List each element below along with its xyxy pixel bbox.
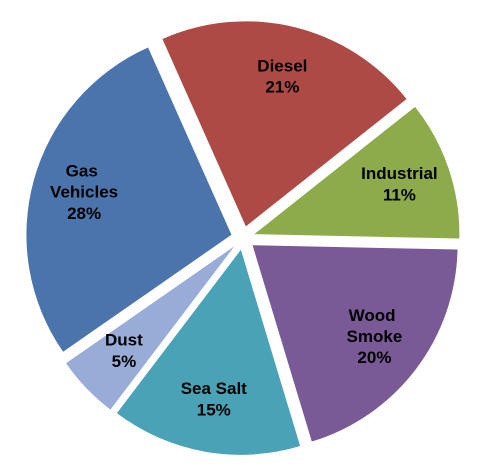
pie-slice: [66, 246, 235, 410]
value-label: 5%: [112, 352, 137, 371]
pie-slice: [162, 21, 407, 227]
value-label: 28%: [67, 204, 101, 223]
label-line: Sea Salt: [181, 379, 247, 398]
value-label: 20%: [357, 348, 391, 367]
label-line: Dust: [105, 331, 143, 350]
pie-slice: [26, 47, 232, 352]
pie-slice: [252, 245, 458, 442]
slice-label: Dust: [105, 331, 143, 350]
value-label: 11%: [383, 185, 416, 204]
slice-label: Sea Salt: [181, 379, 247, 398]
slice-label: Industrial: [361, 164, 438, 183]
label-line: Vehicles: [50, 183, 118, 202]
slice-label: Gas Vehicles: [50, 162, 118, 202]
slice-label: Diesel: [257, 57, 307, 76]
label-line: Wood: [349, 306, 401, 325]
value-label: 21%: [265, 78, 299, 97]
label-line: Diesel: [257, 57, 307, 76]
label-line: Smoke: [347, 327, 403, 346]
label-line: Gas: [66, 162, 103, 181]
pie-slice: [116, 249, 301, 455]
value-label: 15%: [197, 400, 231, 419]
slice-label: Wood Smoke: [347, 306, 403, 346]
label-line: Industrial: [361, 164, 438, 183]
pie-slice: [254, 106, 460, 239]
